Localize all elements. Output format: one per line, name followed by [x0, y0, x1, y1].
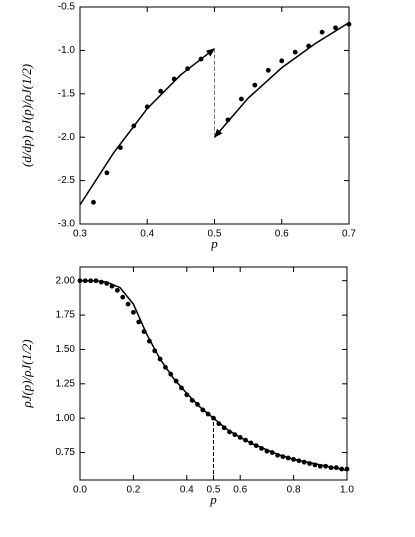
y-axis-label: ρJ(p)/ρJ(1/2)	[19, 339, 34, 408]
x-tick-label: 0.4	[140, 229, 154, 240]
curve	[213, 21, 350, 138]
data-point	[265, 67, 271, 73]
y-tick-label: 0.75	[56, 447, 76, 458]
x-tick-label: 0.2	[126, 485, 140, 496]
x-tick-label: 1.0	[340, 485, 354, 496]
data-point	[120, 294, 126, 300]
data-point	[104, 170, 110, 176]
y-tick-label: -1.0	[58, 45, 76, 56]
y-tick-label: 1.50	[56, 344, 76, 355]
x-tick-label: 0.5	[208, 229, 222, 240]
y-axis-label: (d/dp) ρJ(p)/ρJ(1/2)	[19, 64, 34, 167]
data-point	[279, 58, 285, 64]
data-point	[114, 287, 120, 293]
x-axis-label: p	[210, 236, 218, 251]
data-point	[125, 301, 131, 307]
x-tick-label: 0.6	[275, 229, 289, 240]
y-tick-label: 2.00	[56, 275, 76, 286]
y-tick-label: 1.00	[56, 413, 76, 424]
data-point	[131, 309, 136, 315]
y-tick-label: 1.25	[56, 378, 76, 389]
curve	[79, 48, 216, 206]
data-point	[252, 82, 258, 88]
data-point	[239, 96, 244, 102]
x-tick-label: 0.3	[73, 229, 87, 240]
y-tick-label: 1.75	[56, 310, 76, 321]
x-tick-label: 0.6	[233, 485, 247, 496]
y-tick-label: -3.0	[58, 219, 76, 230]
y-tick-label: -1.5	[58, 88, 76, 99]
data-point	[158, 88, 164, 94]
x-tick-label: 0.7	[342, 229, 356, 240]
y-tick-label: -0.5	[58, 2, 76, 13]
x-tick-label: 0.8	[287, 485, 301, 496]
data-point	[319, 29, 325, 35]
x-tick-label: 0.5	[207, 485, 221, 496]
data-point	[333, 25, 338, 31]
data-point	[91, 199, 96, 205]
y-tick-label: -2.0	[58, 132, 76, 143]
x-tick-label: 0.4	[180, 485, 194, 496]
data-point	[292, 49, 298, 55]
x-axis-label: p	[209, 492, 217, 507]
y-tick-label: -2.5	[58, 175, 76, 186]
curve	[80, 279, 348, 472]
x-tick-label: 0.0	[73, 485, 87, 496]
